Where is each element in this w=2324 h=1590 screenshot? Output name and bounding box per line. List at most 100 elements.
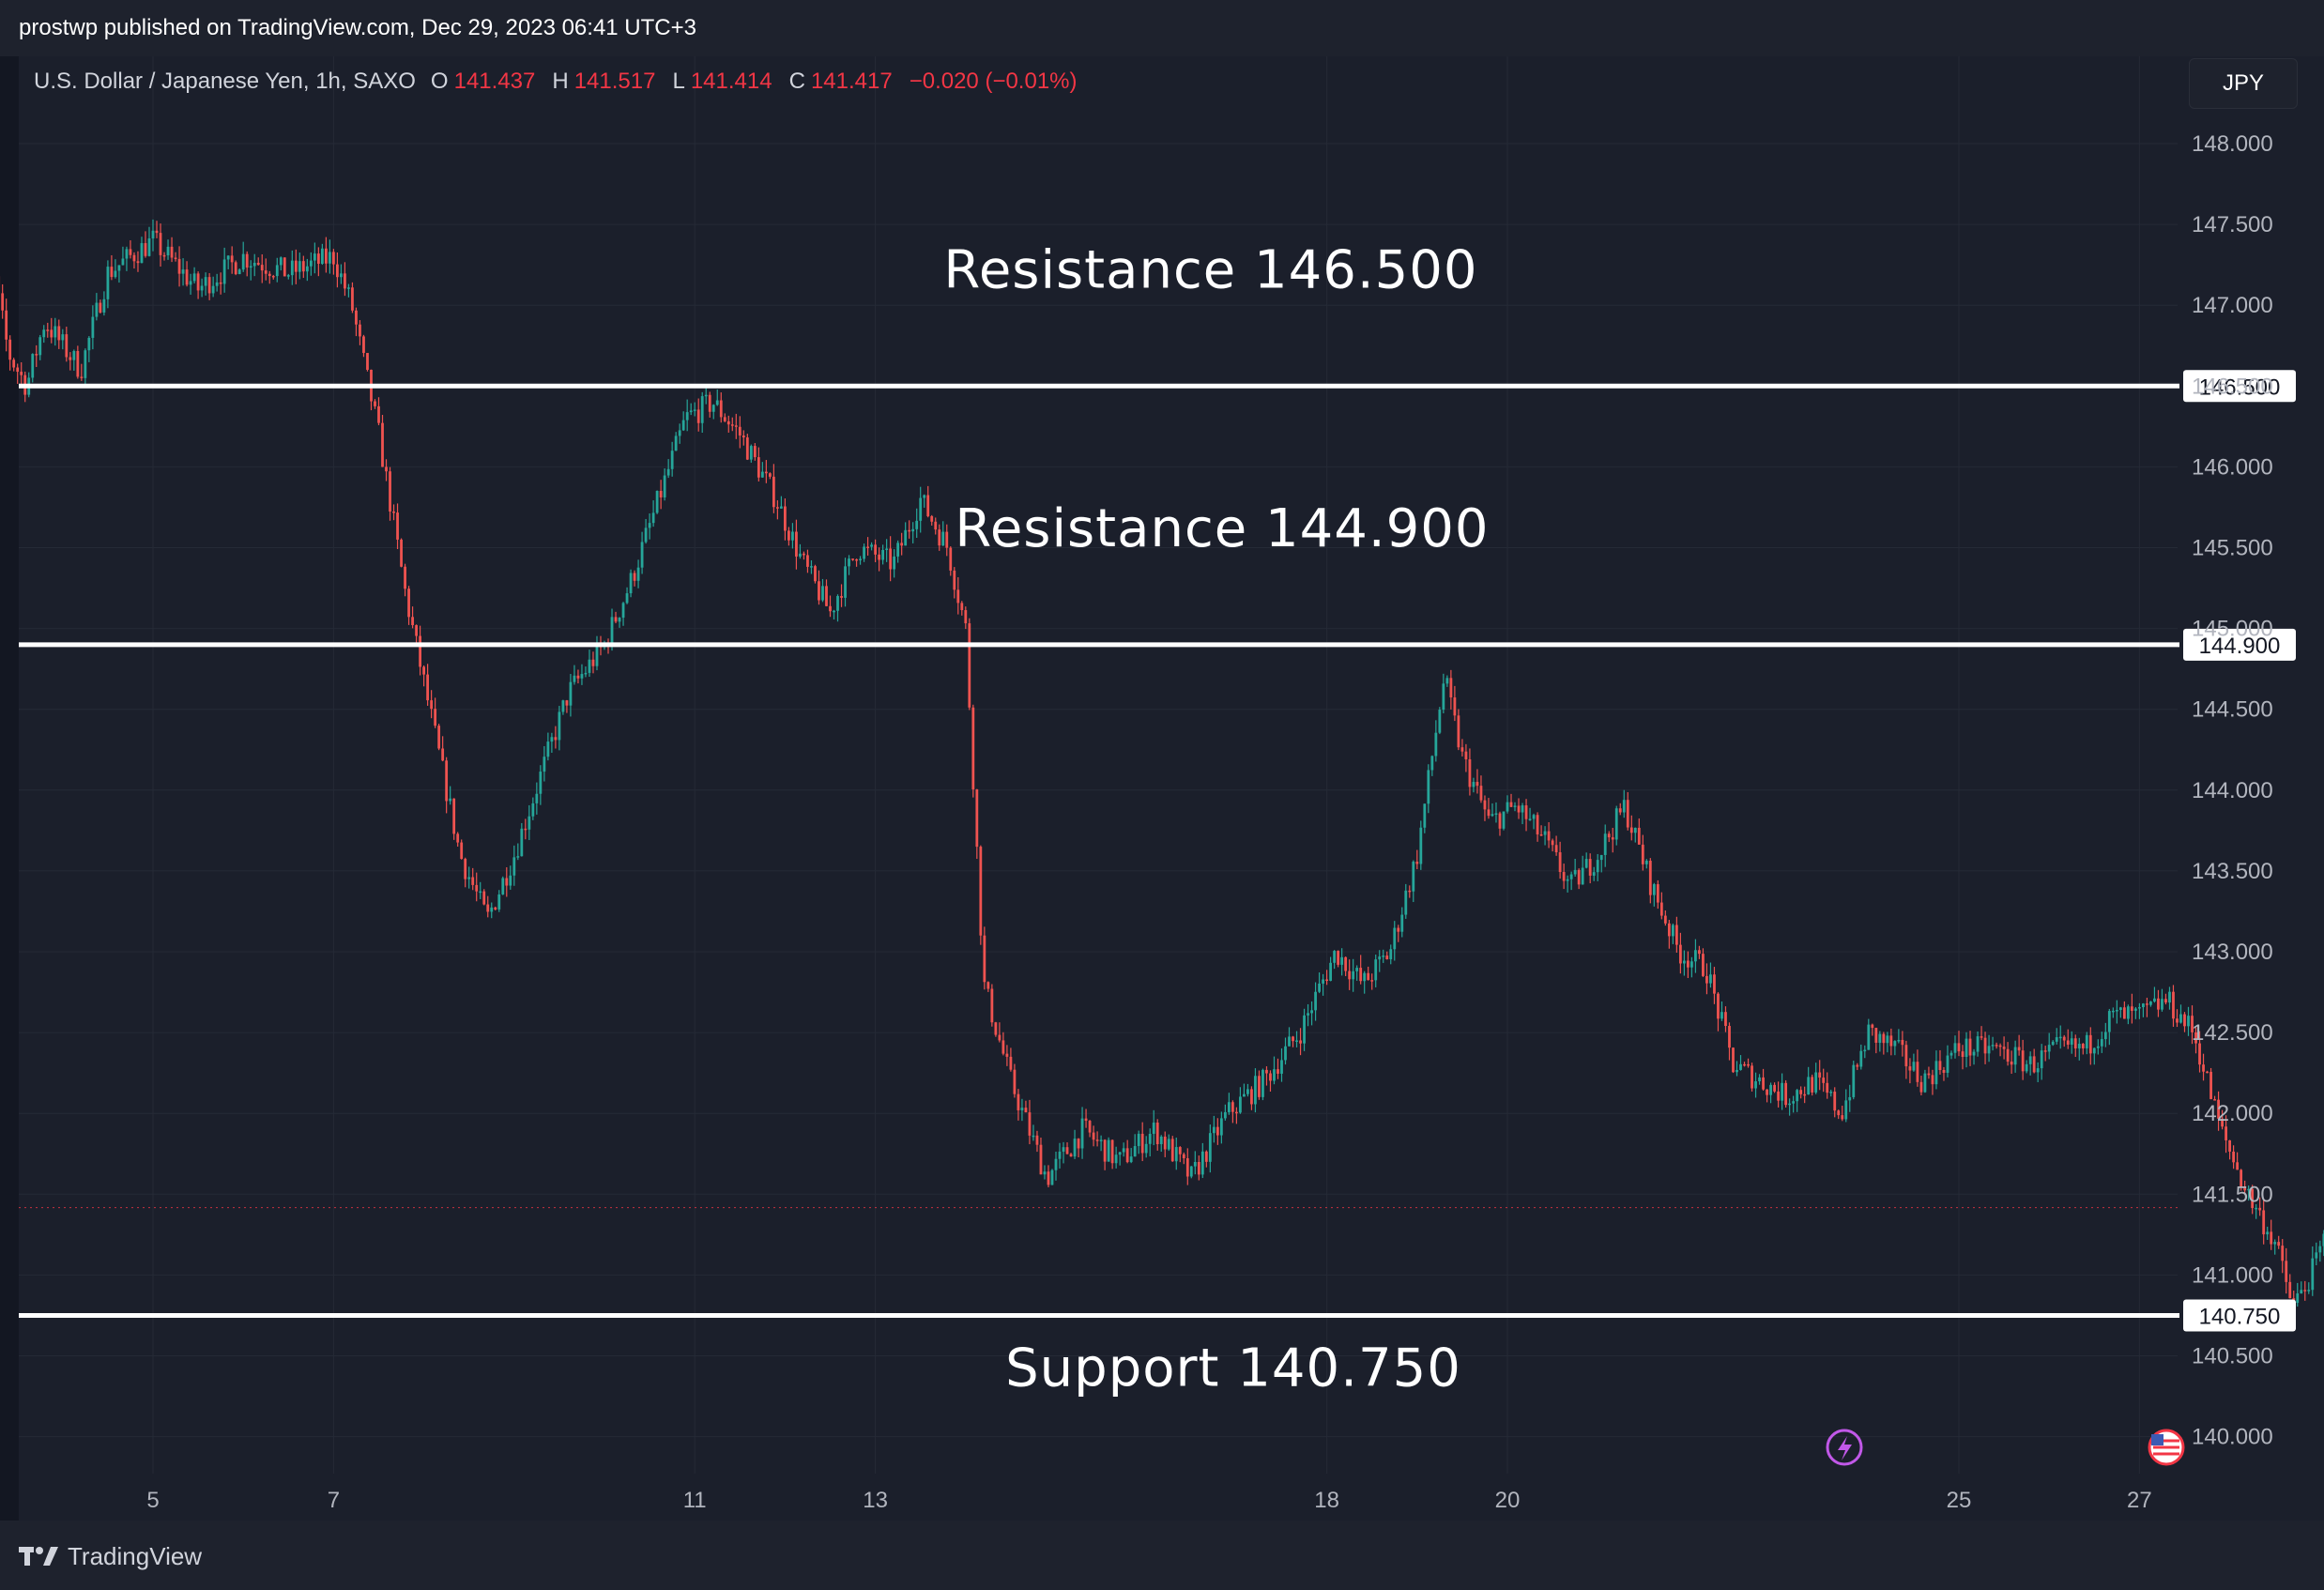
candle-body <box>2198 1043 2201 1065</box>
price-tick-label: 141.000 <box>2192 1262 2273 1288</box>
candle-body <box>445 760 449 802</box>
tradingview-logo-icon <box>19 1547 58 1566</box>
publisher-bar: prostwp published on TradingView.com, De… <box>0 0 2324 56</box>
candle-body <box>561 700 565 712</box>
candle-body <box>1724 1012 1727 1027</box>
currency-button[interactable]: JPY <box>2189 58 2298 109</box>
candle-body <box>509 875 512 886</box>
candle-body <box>305 266 309 272</box>
candle-body <box>1114 1154 1118 1164</box>
candle-body <box>309 260 313 267</box>
candle-body <box>170 246 174 258</box>
candle-body <box>814 566 817 582</box>
candle-body <box>2191 1016 2194 1032</box>
candle-body <box>2266 1231 2270 1235</box>
candle-body <box>347 287 350 289</box>
candle-body <box>588 659 591 673</box>
price-tick-label: 144.500 <box>2192 697 2273 723</box>
candle-body <box>99 302 102 313</box>
candle-body <box>2228 1139 2231 1152</box>
candle-body <box>2032 1056 2036 1073</box>
candle-body <box>207 277 211 294</box>
candle-body <box>1073 1139 1077 1157</box>
candle-body <box>1133 1146 1137 1157</box>
candle-body <box>1017 1093 1020 1110</box>
candle-body <box>234 262 237 275</box>
candle-body <box>479 891 482 894</box>
candle-body <box>2021 1050 2025 1072</box>
candle-body <box>584 672 588 675</box>
time-tick-label: 20 <box>1495 1488 1521 1513</box>
candle-body <box>610 617 614 646</box>
candle-body <box>35 354 38 356</box>
candle-body <box>926 495 930 516</box>
candle-body <box>904 529 908 546</box>
candle-body <box>185 269 189 285</box>
candle-body <box>1077 1139 1080 1149</box>
tradingview-logo[interactable]: TradingView <box>19 1539 202 1573</box>
candle-body <box>651 512 655 524</box>
candle-body <box>1641 844 1644 864</box>
candle-body <box>396 512 399 540</box>
chart-area[interactable] <box>19 56 2324 1558</box>
tradingview-brand: TradingView <box>68 1541 203 1570</box>
time-axis: 5711131820252720243 <box>146 1488 2152 1513</box>
level-price-label: 146.500 <box>2199 375 2281 400</box>
candle-body <box>362 336 365 354</box>
candle-body <box>1204 1151 1208 1162</box>
candle-body <box>20 372 23 375</box>
high-value: 141.517 <box>573 69 656 94</box>
candle-body <box>1698 950 1701 955</box>
candle-body <box>1747 1063 1750 1066</box>
candle-body <box>1170 1139 1174 1162</box>
symbol-name[interactable]: U.S. Dollar / Japanese Yen, 1h, SAXO <box>34 69 416 94</box>
candle-body <box>1174 1147 1178 1162</box>
candle-body <box>1743 1063 1746 1066</box>
candle-body <box>275 265 279 277</box>
price-tick-label: 140.000 <box>2192 1425 2273 1450</box>
candle-body <box>140 243 144 264</box>
candle-body <box>1235 1111 1238 1114</box>
candle-body <box>2070 1038 2073 1045</box>
candle-body <box>313 253 316 261</box>
candle-body <box>1491 814 1494 817</box>
candle-body <box>1408 890 1412 893</box>
candle-body <box>1125 1148 1129 1163</box>
candle-body <box>1363 972 1367 982</box>
price-tick-label: 148.000 <box>2192 131 2273 157</box>
candle-body <box>1325 979 1328 981</box>
candle-body <box>1848 1096 1852 1101</box>
candle-body <box>490 907 494 912</box>
price-tick-label: 146.500 <box>2192 374 2273 399</box>
price-tick-label: 147.500 <box>2192 212 2273 237</box>
time-tick-label: 27 <box>2127 1488 2152 1513</box>
candle-body <box>2243 1186 2247 1191</box>
symbol-legend[interactable]: U.S. Dollar / Japanese Yen, 1h, SAXO O 14… <box>34 66 1089 98</box>
candle-body <box>708 394 711 412</box>
candle-body <box>753 446 757 458</box>
candle-body <box>1754 1081 1757 1089</box>
candle-body <box>878 554 881 560</box>
candles <box>0 219 2324 1311</box>
candle-body <box>2010 1062 2013 1065</box>
candle-body <box>558 711 561 741</box>
candle-body <box>1524 805 1528 819</box>
candle-body <box>696 409 700 423</box>
candle-body <box>50 329 54 338</box>
candle-body <box>2285 1261 2288 1282</box>
candle-body <box>301 261 305 272</box>
candle-body <box>1024 1108 1028 1113</box>
candle-body <box>449 798 452 802</box>
candle-body <box>486 904 490 912</box>
candle-body <box>1773 1084 1776 1092</box>
candle-body <box>1927 1073 1931 1076</box>
price-tick-label: 141.500 <box>2192 1182 2273 1207</box>
candle-body <box>1348 971 1352 980</box>
candle-body <box>1901 1039 1904 1046</box>
level-annotation: Resistance 146.500 <box>943 239 1477 300</box>
candle-body <box>964 610 968 624</box>
candle-body <box>1400 914 1404 932</box>
low-label: L <box>672 69 685 94</box>
candle-body <box>531 803 535 817</box>
